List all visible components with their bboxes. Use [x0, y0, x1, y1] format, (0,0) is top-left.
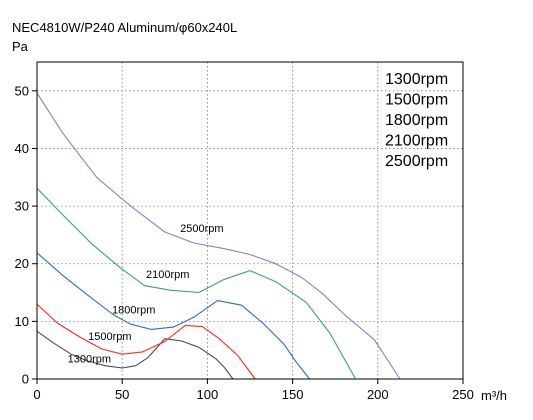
- legend-entry-1500rpm: 1500rpm: [385, 92, 448, 109]
- y-tick-label: 40: [15, 141, 29, 156]
- y-tick-label: 10: [15, 314, 29, 329]
- legend-entry-2100rpm: 2100rpm: [385, 133, 448, 150]
- legend-entry-2500rpm: 2500rpm: [385, 153, 448, 170]
- series-line-1800rpm: [36, 252, 311, 380]
- curve-labels: 2500rpm 2100rpm 1800rpm 1500rpm 1300rpm: [68, 223, 224, 365]
- curve-label-2100rpm: 2100rpm: [146, 269, 189, 281]
- curve-label-1500rpm: 1500rpm: [88, 331, 131, 343]
- chart-title: NEC4810W/P240 Aluminum/φ60x240L: [12, 20, 237, 35]
- y-tick-label: 20: [15, 256, 29, 271]
- x-tick-label: 100: [197, 387, 219, 402]
- x-tick-label: 200: [367, 387, 389, 402]
- y-tick-label: 30: [15, 199, 29, 214]
- grid: [37, 62, 463, 379]
- series-line-2100rpm: [36, 187, 357, 380]
- x-axis-unit: m³/h: [481, 388, 507, 403]
- legend: 1300rpm 1500rpm 1800rpm 2100rpm 2500rpm: [385, 71, 448, 170]
- x-tick-label: 50: [115, 387, 129, 402]
- curve-label-1300rpm: 1300rpm: [68, 353, 111, 365]
- curve-label-2500rpm: 2500rpm: [180, 223, 223, 235]
- y-tick-label: 0: [22, 372, 29, 387]
- x-tick-label: 0: [33, 387, 40, 402]
- x-tick-label: 150: [282, 387, 304, 402]
- plot-frame: [36, 61, 464, 380]
- y-tick-label: 50: [15, 83, 29, 98]
- series-line-2500rpm: [36, 92, 401, 380]
- axis-ticks: 0 50 100 150 200 250 0 10 20 30 40 50: [15, 83, 474, 402]
- series-line-1300rpm: [36, 330, 234, 380]
- curve-label-1800rpm: 1800rpm: [112, 304, 155, 316]
- legend-entry-1800rpm: 1800rpm: [385, 112, 448, 129]
- x-tick-label: 250: [452, 387, 474, 402]
- series-lines: [36, 92, 401, 380]
- series-line-1500rpm: [36, 303, 256, 380]
- y-axis-unit: Pa: [12, 39, 29, 54]
- legend-entry-1300rpm: 1300rpm: [385, 71, 448, 88]
